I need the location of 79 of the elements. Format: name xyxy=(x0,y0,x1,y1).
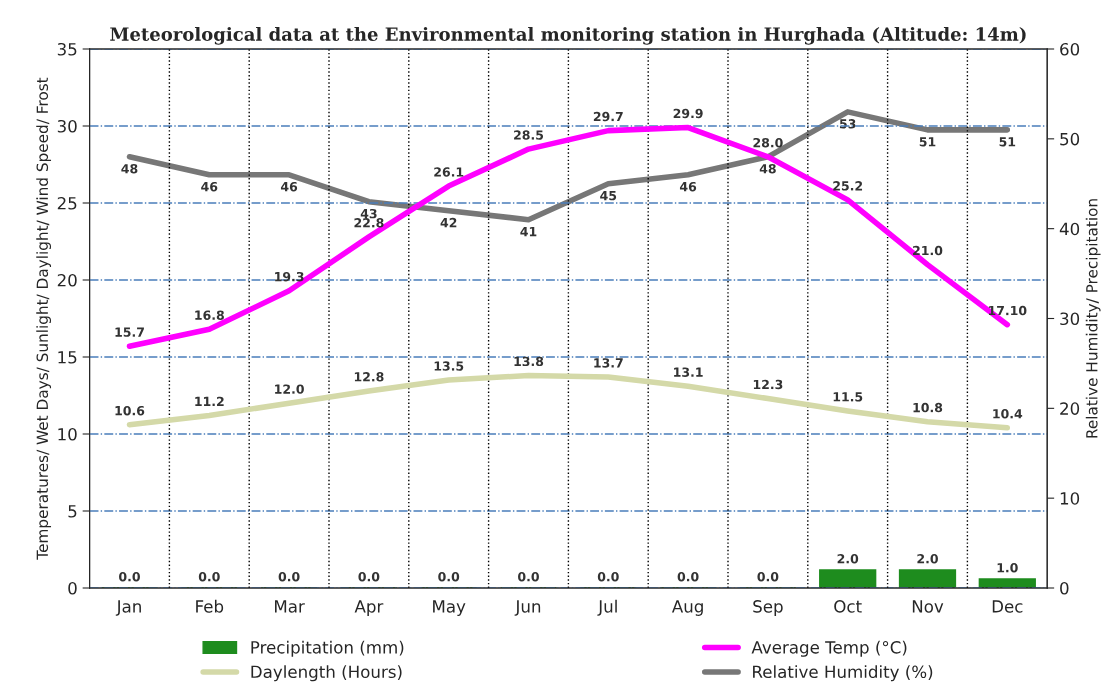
y-tick-label: 35 xyxy=(57,42,77,56)
data-label: 0.0 xyxy=(757,571,779,582)
data-label: 25.2 xyxy=(833,181,863,191)
legend-label: Relative Humidity (%) xyxy=(753,665,933,682)
data-label: 0.0 xyxy=(198,571,220,582)
x-tick-label: Dec xyxy=(992,600,1023,613)
data-label: 13.5 xyxy=(434,361,464,371)
data-label: 13.7 xyxy=(594,358,623,368)
data-label: 28.0 xyxy=(753,137,783,148)
x-tick-label: Jul xyxy=(597,599,617,616)
data-label: 13.1 xyxy=(674,367,703,377)
x-tick-label: Nov xyxy=(912,600,944,613)
y-tick-label: 5 xyxy=(68,505,77,518)
data-label: 10.8 xyxy=(913,402,943,413)
y2-tick-label: 10 xyxy=(1060,492,1080,505)
y2-tick-label: 30 xyxy=(1060,312,1080,326)
data-label: 48 xyxy=(121,163,138,174)
data-label: 0.0 xyxy=(518,571,539,582)
data-label: 46 xyxy=(201,181,218,192)
data-label: 15.7 xyxy=(115,327,144,337)
data-label: 46 xyxy=(679,181,697,192)
data-label: 16.8 xyxy=(195,310,224,320)
chart-title: Meteorological data at the Environmental monitoring station in Hurghada (Altitude: 14m) xyxy=(110,26,1026,45)
data-label: 45 xyxy=(600,191,617,201)
data-label: 12.8 xyxy=(354,372,384,382)
y2-tick-label: 0 xyxy=(1060,581,1069,595)
data-label: 10.4 xyxy=(993,409,1023,419)
data-label: 29.9 xyxy=(673,108,703,119)
y2-tick-label: 60 xyxy=(1060,42,1080,56)
data-label: 0.0 xyxy=(438,571,460,582)
x-tick-label: Sep xyxy=(753,600,783,616)
data-label: 21.0 xyxy=(913,245,943,256)
x-tick-label: Apr xyxy=(354,600,384,616)
data-label: 2.0 xyxy=(917,553,938,564)
y2-axis-title: Relative Humidity/ Precipitation xyxy=(1085,199,1101,438)
data-label: 10.6 xyxy=(115,405,145,416)
data-label: 41 xyxy=(520,227,537,237)
y-tick-label: 30 xyxy=(57,119,77,133)
x-tick-label: Oct xyxy=(834,600,862,613)
data-label: 46 xyxy=(280,181,298,192)
data-label: 0.0 xyxy=(597,571,619,582)
y2-tick-label: 40 xyxy=(1059,222,1080,236)
legend-label: Average Temp (°C) xyxy=(751,640,907,657)
data-label: 43 xyxy=(360,208,377,219)
data-label: 22.8 xyxy=(354,218,384,228)
data-label: 11.2 xyxy=(195,396,224,406)
y2-tick-label: 20 xyxy=(1060,402,1080,415)
data-label: 0.0 xyxy=(278,571,300,582)
y-tick-label: 10 xyxy=(58,427,77,441)
data-label: 11.5 xyxy=(833,392,863,402)
data-label: 0.0 xyxy=(677,571,699,582)
y-tick-label: 20 xyxy=(57,273,77,287)
y-tick-label: 0 xyxy=(68,581,77,595)
x-tick-label: Jun xyxy=(514,600,541,616)
x-tick-label: May xyxy=(433,600,466,616)
y-tick-label: 25 xyxy=(57,196,77,210)
legend-label: Daylength (Hours) xyxy=(251,665,402,682)
x-tick-label: Feb xyxy=(196,599,224,613)
data-label: 51 xyxy=(999,137,1016,147)
data-label: 28.5 xyxy=(514,130,544,140)
x-tick-label: Jan xyxy=(115,600,141,616)
data-label: 0.0 xyxy=(119,571,140,582)
data-label: 26.1 xyxy=(434,167,464,177)
data-label: 29.7 xyxy=(593,111,623,122)
y2-tick-label: 50 xyxy=(1060,132,1080,146)
data-label: 13.8 xyxy=(514,356,544,367)
data-label: 2.0 xyxy=(837,553,859,564)
data-label: 12.3 xyxy=(753,379,783,390)
data-label: 42 xyxy=(440,217,457,228)
data-label: 51 xyxy=(919,137,936,147)
x-tick-label: Aug xyxy=(671,600,703,616)
y-tick-label: 15 xyxy=(58,351,77,364)
data-label: 48 xyxy=(759,163,776,174)
y-axis-title: Temperatures/ Wet Days/ Sunlight/ Daylight/ Wind Speed/ Frost xyxy=(36,77,52,560)
data-label: 1.0 xyxy=(997,562,1018,573)
legend-label: Precipitation (mm) xyxy=(251,640,404,657)
data-label: 0.0 xyxy=(358,571,380,582)
x-tick-label: Mar xyxy=(275,600,305,613)
data-label: 12.0 xyxy=(275,384,304,394)
